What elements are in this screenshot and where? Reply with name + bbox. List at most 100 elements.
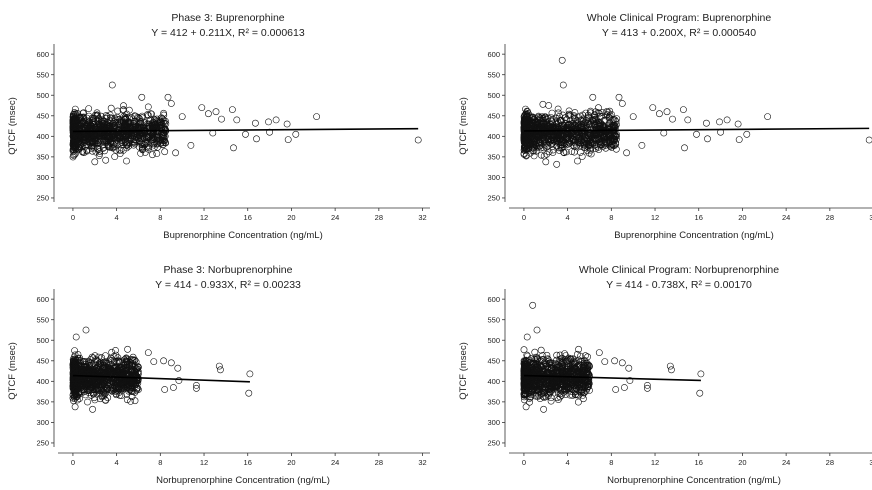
scatter-point [96,122,104,130]
scatter-point [103,129,111,137]
scatter-point [198,104,206,111]
scatter-point [112,390,120,397]
scatter-point [550,364,557,372]
scatter-point [595,121,603,129]
scatter-point [85,358,93,366]
scatter-point [537,151,545,159]
scatter-point [679,106,687,113]
scatter-point [531,123,538,131]
scatter-point [567,355,575,363]
scatter-point [521,122,529,129]
scatter-point [71,351,79,359]
scatter-point [584,111,592,119]
scatter-point [549,377,557,385]
scatter-point [525,382,533,390]
scatter-point [522,403,530,411]
scatter-point [612,132,620,140]
scatter-point [618,359,626,367]
scatter-point [80,109,87,117]
scatter-point [611,132,619,140]
scatter-point [547,365,555,373]
scatter-point [527,380,535,388]
scatter-point [109,385,117,393]
scatter-point [91,384,99,392]
scatter-point [128,393,136,401]
chart-title: Whole Clinical Program: Norbuprenorphine [579,264,779,276]
scatter-point [132,366,140,374]
scatter-point [123,129,130,137]
scatter-point [532,386,539,393]
scatter-point [534,143,542,151]
scatter-point [118,118,125,126]
scatter-point [520,150,528,158]
y-tick-label: 550 [487,315,500,324]
scatter-point [114,354,122,362]
scatter-point [85,118,93,126]
scatter-point [122,354,130,362]
scatter-point [537,346,545,354]
scatter-point [124,345,131,353]
y-tick-label: 450 [36,111,49,120]
scatter-point [564,122,572,129]
scatter-point [523,140,531,148]
scatter-point [638,141,646,149]
scatter-point [553,142,561,150]
x-tick-label: 0 [522,458,526,467]
scatter-point [114,380,122,387]
chart-subtitle: Y = 413 + 0.200X, R² = 0.000540 [602,27,756,39]
scatter-point [575,345,582,353]
scatter-point [97,136,105,144]
scatter-point [96,150,104,157]
scatter-point [531,348,539,356]
scatter-point [584,365,592,372]
x-tick-label: 28 [826,458,834,467]
scatter-point [537,378,544,386]
y-tick-label: 400 [487,132,500,141]
scatter-point [579,111,587,119]
chart-svg: Phase 3: Norbuprenorphine Y = 414 - 0.93… [7,264,430,486]
scatter-point [607,131,615,139]
scatter-point [575,398,582,406]
scatter-point [615,93,623,101]
scatter-point [144,134,152,142]
scatter-point [520,381,528,389]
scatter-point [144,349,152,356]
scatter-point [85,112,93,120]
scatter-point [131,112,139,120]
scatter-point [643,384,651,392]
scatter-point [85,105,93,112]
scatter-point [555,396,562,403]
scatter-point [565,110,573,118]
scatter-point [540,132,548,140]
scatter-point [575,135,583,143]
scatter-point [172,149,179,157]
scatter-point [120,359,127,367]
x-tick-label: 32 [869,458,872,467]
scatter-point [98,365,106,373]
scatter-point [555,364,563,371]
scatter-point [160,131,168,139]
regression-line [523,127,870,132]
scatter-point [564,365,572,373]
scatter-point [618,100,626,107]
scatter-point [81,366,88,373]
scatter-point [764,113,771,120]
scatter-point [187,141,195,149]
scatter-point [543,351,551,359]
scatter-point [544,382,552,390]
scatter-point [71,389,79,397]
scatter-point [69,360,77,368]
scatter-point [523,363,530,371]
scatter-point [114,140,122,148]
scatter-point [129,138,137,145]
scatter-point [123,396,131,404]
scatter-point [599,133,607,141]
scatter-point [600,134,608,142]
scatter-point [589,93,597,101]
scatter-point [123,157,130,165]
scatter-point [102,397,109,404]
chart-subtitle: Y = 414 - 0.933X, R² = 0.00233 [155,279,301,291]
scatter-point [131,397,139,405]
y-tick-label: 250 [487,194,500,203]
